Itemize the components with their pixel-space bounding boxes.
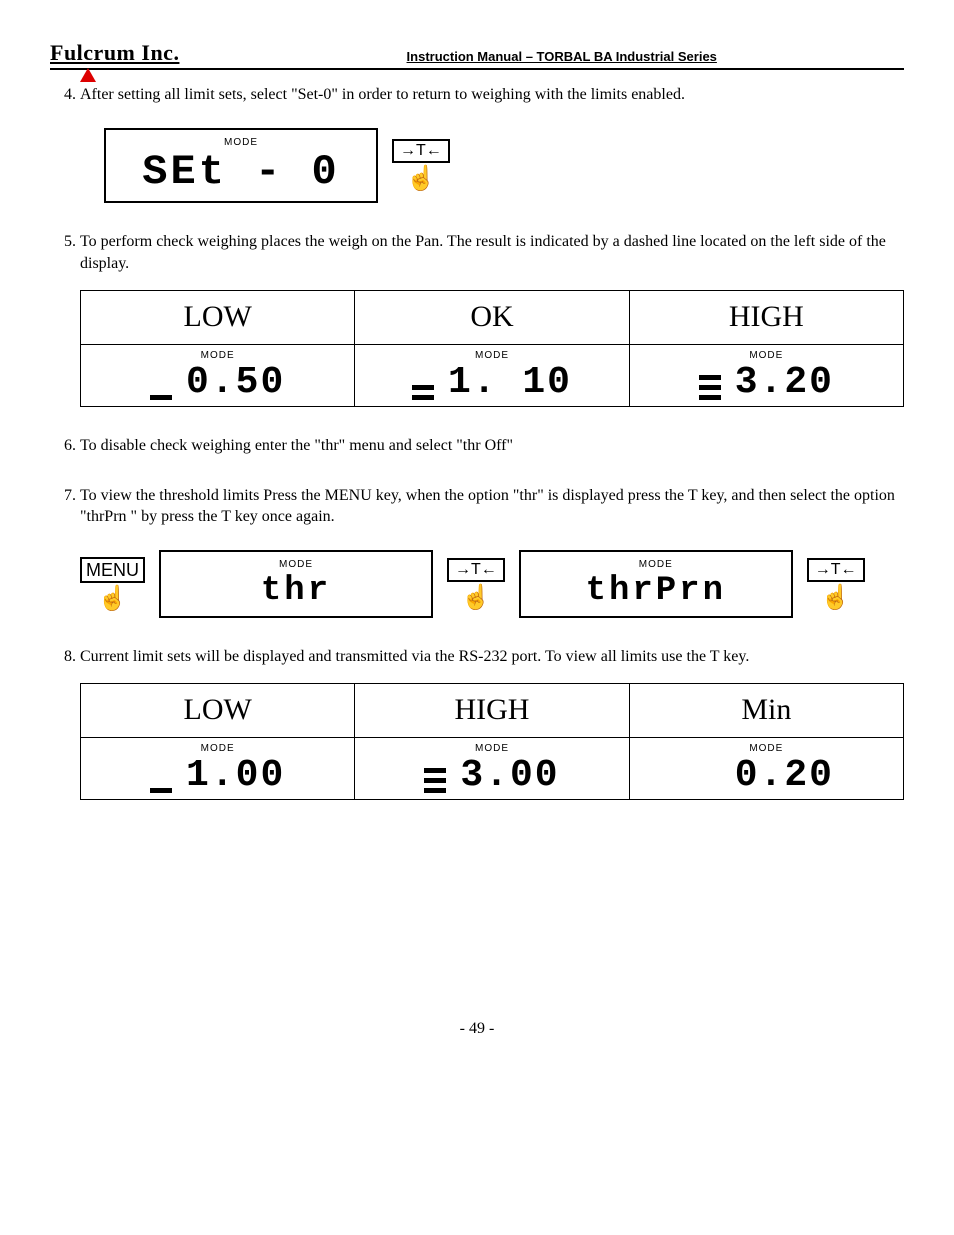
mode-label: MODE [201,742,235,756]
figure-step-7: MENU ☝ MODE thr →T← ☝ MODE thrPrn →T← ☝ [80,550,904,618]
lcd-thr: MODE thr [159,550,433,618]
step-6: To disable check weighing enter the "thr… [80,435,904,457]
col2-min-header: Min [629,684,903,738]
step-8-text: Current limit sets will be displayed and… [80,648,749,665]
lcd-set0: MODE SEt - 0 [104,128,378,204]
step-4: After setting all limit sets, select "Se… [80,84,904,203]
cell2-low: MODE 1.00 [81,737,355,800]
lcd-set0-text: SEt - 0 [142,151,339,193]
hand-icon: ☝ [98,587,128,611]
indicator-bars-high [699,375,725,400]
col-ok-header: OK [355,291,629,345]
t-key-press: →T← ☝ [392,139,450,191]
col-low-header: LOW [81,291,355,345]
page-number: - 49 - [50,1020,904,1038]
mode-label: MODE [201,349,235,363]
check-weighing-table: LOW OK HIGH MODE 0.50 [80,290,904,407]
readout2-min: 0.20 [735,757,834,795]
menu-key-press: MENU ☝ [80,557,145,611]
mode-label: MODE [475,742,509,756]
mode-label: MODE [279,558,313,572]
cell-ok: MODE 1. 10 [355,344,629,407]
t-key-icon: →T← [807,558,865,582]
cell2-min: MODE 0.20 [629,737,903,800]
limits-table: LOW HIGH Min MODE 1.00 [80,683,904,800]
readout-ok: 1. 10 [448,364,572,402]
t-key-icon: →T← [447,558,505,582]
hand-icon: ☝ [821,586,851,610]
readout2-high: 3.00 [460,757,559,795]
cell2-high: MODE 3.00 [355,737,629,800]
step-6-text: To disable check weighing enter the "thr… [80,437,513,454]
step-8: Current limit sets will be displayed and… [80,646,904,801]
step-4-text: After setting all limit sets, select "Se… [80,86,685,103]
mode-label: MODE [224,136,258,150]
step-7-text: To view the threshold limits Press the M… [80,487,895,526]
t-key-press: →T← ☝ [807,558,865,610]
mode-label: MODE [639,558,673,572]
col2-high-header: HIGH [355,684,629,738]
cell-low: MODE 0.50 [81,344,355,407]
t-key-press: →T← ☝ [447,558,505,610]
readout-low: 0.50 [186,364,285,402]
indicator-bars-high [424,768,450,793]
lcd-thrprn-text: thrPrn [586,574,726,608]
col2-low-header: LOW [81,684,355,738]
instruction-list: After setting all limit sets, select "Se… [50,84,904,800]
lcd-thrprn: MODE thrPrn [519,550,793,618]
menu-key-icon: MENU [80,557,145,583]
cell-high: MODE 3.20 [629,344,903,407]
t-key-icon: →T← [392,139,450,163]
mode-label: MODE [475,349,509,363]
step-5: To perform check weighing places the wei… [80,231,904,407]
figure-step-4: MODE SEt - 0 →T← ☝ [104,128,904,204]
company-name: Fulcrum Inc. [50,40,179,66]
col-high-header: HIGH [629,291,903,345]
marker-triangle-icon [80,68,96,82]
readout2-low: 1.00 [186,757,285,795]
manual-title: Instruction Manual – TORBAL BA Industria… [219,49,904,66]
page-header: Fulcrum Inc. Instruction Manual – TORBAL… [50,40,904,70]
step-5-text: To perform check weighing places the wei… [80,233,886,272]
indicator-bars-low [150,395,176,400]
mode-label: MODE [749,742,783,756]
hand-icon: ☝ [461,586,491,610]
indicator-bars-low [150,788,176,793]
readout-high: 3.20 [735,364,834,402]
mode-label: MODE [749,349,783,363]
lcd-thr-text: thr [261,574,331,608]
hand-icon: ☝ [406,167,436,191]
indicator-bars-ok [412,385,438,400]
step-7: To view the threshold limits Press the M… [80,485,904,618]
